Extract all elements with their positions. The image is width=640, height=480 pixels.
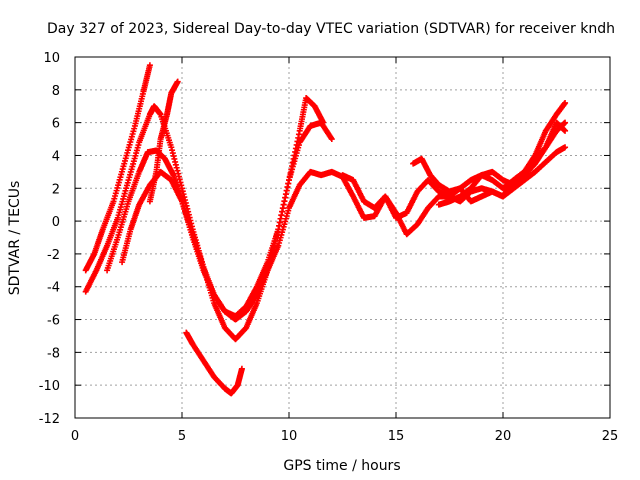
- data-point: [328, 136, 335, 143]
- y-tick-label: -2: [47, 248, 60, 263]
- y-tick-label: -8: [47, 346, 60, 361]
- axis-ticks: [74, 56, 611, 419]
- data-point: [320, 119, 327, 126]
- data-point: [146, 62, 153, 69]
- data-point: [562, 144, 569, 151]
- y-tick-label: -6: [47, 314, 60, 329]
- chart-title: Day 327 of 2023, Sidereal Day-to-day VTE…: [47, 21, 615, 37]
- data-point: [562, 99, 569, 106]
- y-tick-label: 2: [52, 182, 60, 197]
- series-pass-e: [146, 78, 181, 205]
- y-tick-label: 0: [52, 215, 60, 230]
- y-tick-label: -12: [39, 412, 60, 427]
- series-pass-a: [82, 62, 153, 274]
- x-tick-label: 25: [602, 429, 619, 444]
- x-tick-label: 5: [178, 429, 186, 444]
- series-pass-i: [435, 119, 569, 208]
- y-tick-label: 10: [43, 51, 60, 66]
- x-tick-label: 0: [71, 429, 79, 444]
- x-tick-label: 15: [388, 429, 405, 444]
- x-axis-label: GPS time / hours: [283, 458, 400, 474]
- data-point: [174, 78, 181, 85]
- x-tick-label: 10: [281, 429, 298, 444]
- y-tick-label: -10: [39, 379, 60, 394]
- series-pass-d: [119, 144, 569, 323]
- data-point: [562, 127, 569, 134]
- grid-lines: [75, 57, 610, 418]
- y-tick-label: -4: [47, 281, 60, 296]
- series-pass-f: [183, 329, 245, 397]
- y-tick-label: 6: [52, 117, 60, 132]
- data-points: [82, 62, 569, 397]
- x-tick-labels: 0 5 10 15 20 25: [71, 429, 618, 444]
- y-tick-label: 4: [52, 149, 60, 164]
- y-tick-labels: -12 -10 -8 -6 -4 -2 0 2 4 6 8 10: [39, 51, 60, 427]
- data-point: [238, 365, 245, 372]
- y-axis-label: SDTVAR / TECUs: [7, 181, 23, 296]
- plot-frame: [74, 56, 611, 419]
- x-tick-label: 20: [495, 429, 512, 444]
- data-point: [562, 119, 569, 126]
- y-tick-label: 8: [52, 84, 60, 99]
